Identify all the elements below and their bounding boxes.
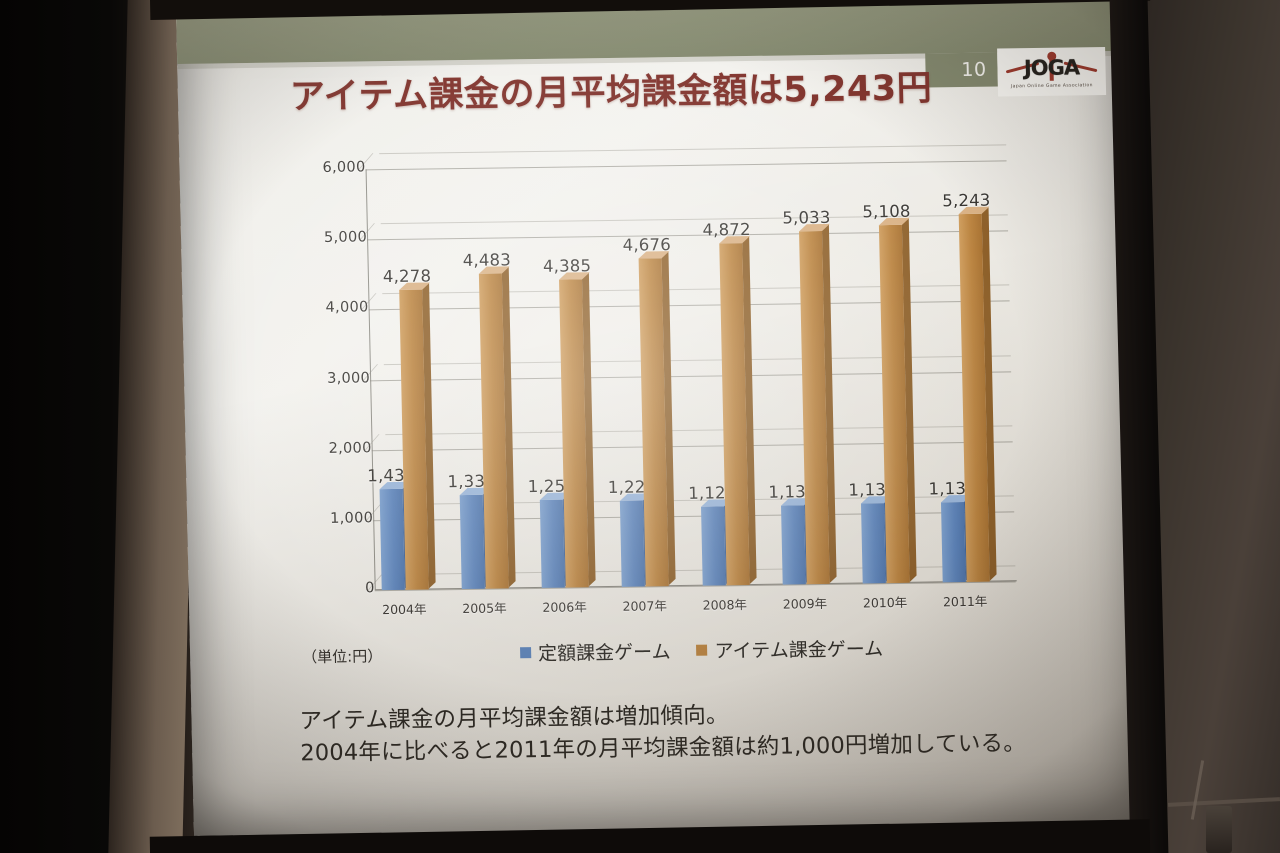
y-tick-label: 6,000	[322, 159, 366, 176]
legend-label: 定額課金ゲーム	[537, 641, 671, 665]
x-tick-label: 2006年	[542, 599, 587, 615]
bar-group	[533, 166, 608, 588]
legend-label: アイテム課金ゲーム	[714, 638, 884, 663]
legend-item: 定額課金ゲーム	[520, 637, 671, 666]
bar-group	[373, 168, 448, 591]
bar-front-face	[700, 506, 726, 586]
bar-group	[933, 161, 1008, 583]
plot-area: 1,437 4,278 1,338 4,483 1,254 4,385 1,223 4,676…	[367, 160, 1017, 591]
y-tick-label: 0	[365, 580, 375, 597]
bar-teigaku	[940, 495, 973, 583]
bar-front-face	[459, 494, 485, 590]
x-tick-label: 2010年	[862, 594, 908, 611]
y-tick-label: 1,000	[329, 510, 374, 527]
bar-front-face	[860, 503, 886, 584]
bar-group	[693, 164, 768, 586]
x-tick-label: 2009年	[782, 595, 828, 612]
legend-swatch-icon	[520, 647, 532, 659]
x-tick-label: 2011年	[942, 593, 988, 610]
chart-legend: 定額課金ゲーム アイテム課金ゲーム	[520, 634, 884, 666]
bar-teigaku	[860, 496, 893, 584]
bar-teigaku	[620, 493, 652, 587]
bar-group	[773, 163, 848, 585]
unit-note: （単位:円）	[301, 647, 383, 667]
bar-teigaku	[459, 487, 492, 590]
bar-teigaku	[700, 499, 733, 586]
bar-group	[853, 162, 928, 584]
x-tick-label: 2007年	[622, 598, 668, 614]
y-tick-label: 2,000	[328, 439, 372, 457]
x-tick-label: 2008年	[702, 597, 748, 613]
y-tick-label: 4,000	[325, 299, 369, 317]
bar-teigaku	[780, 497, 813, 585]
x-tick-label: 2004年	[382, 601, 427, 618]
equipment-stand	[1206, 806, 1232, 853]
slide-title: アイテム課金の月平均課金額は5,243円	[289, 68, 933, 118]
bar-front-face	[780, 504, 806, 585]
bar-chart: 0 1,000 2,000 3,000 4,000 5,000 6,000 1,437 4,2…	[287, 144, 1017, 636]
bar-group	[453, 167, 528, 590]
projection-screen: 10 JOGA Japan Online Game Association アイ…	[176, 0, 1146, 836]
y-tick-label: 5,000	[323, 229, 368, 247]
bar-teigaku	[540, 492, 572, 588]
bar-front-face	[540, 499, 565, 588]
gridline-back	[379, 144, 1007, 155]
bar-front-face	[379, 489, 405, 591]
bar-front-face	[620, 500, 646, 587]
legend-item: アイテム課金ゲーム	[696, 634, 883, 664]
legend-swatch-icon	[696, 644, 708, 656]
y-tick-label: 3,000	[326, 369, 371, 387]
bar-front-face	[940, 502, 966, 583]
bar-teigaku	[379, 481, 412, 591]
bar-group	[613, 165, 688, 587]
x-tick-label: 2005年	[462, 600, 507, 617]
slide-footnotes: アイテム課金の月平均課金額は増加傾向。 2004年に比べると2011年の月平均課金…	[299, 695, 1100, 770]
